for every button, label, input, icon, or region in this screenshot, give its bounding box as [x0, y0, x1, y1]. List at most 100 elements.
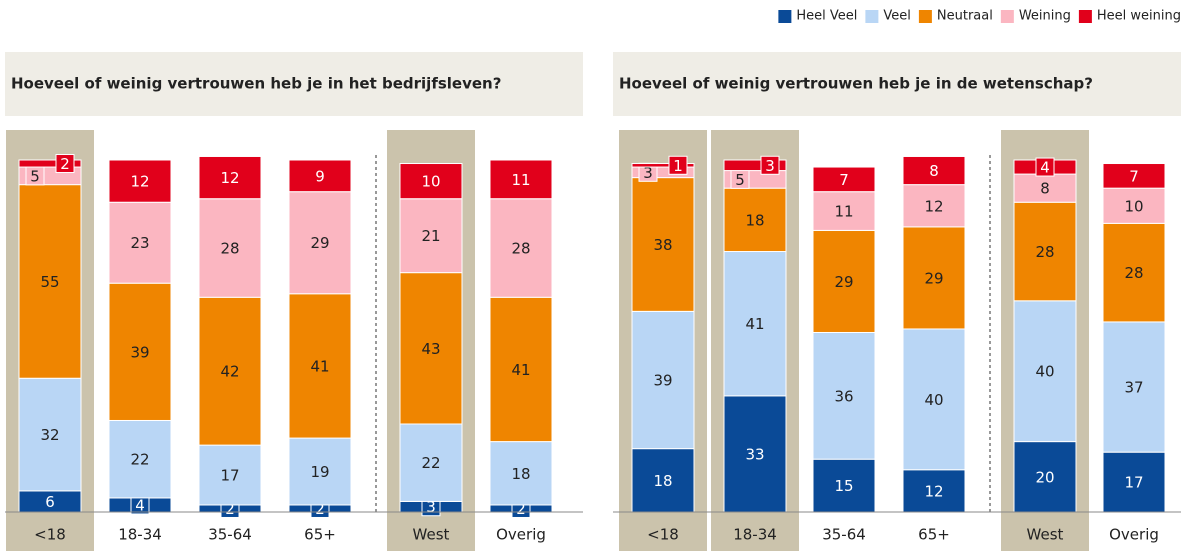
bar-segment: [812, 229, 876, 333]
chart-title: Hoeveel of weinig vertrouwen heb je in h…: [11, 75, 501, 93]
value-label: 36: [834, 387, 853, 405]
bar-segment: [723, 395, 787, 513]
x-tick-label: Overig: [1109, 526, 1159, 544]
value-label: 10: [421, 173, 440, 191]
x-tick-label: 18-34: [118, 526, 162, 544]
value-label: 2: [516, 500, 526, 518]
bar-segment: [812, 458, 876, 513]
legend-label: Heel Veel: [796, 9, 857, 24]
x-tick-label: West: [413, 526, 450, 544]
legend-swatch: [778, 10, 792, 23]
bar-segment: [1013, 201, 1077, 302]
bar-segment: [723, 187, 787, 253]
value-label-box: [1035, 157, 1055, 177]
bar-segment: [198, 444, 262, 506]
value-label: 10: [1124, 197, 1143, 215]
bar-segment: [1102, 187, 1166, 224]
value-label: 9: [315, 167, 325, 185]
value-label: 12: [924, 197, 943, 215]
bar-segment: [108, 159, 172, 203]
value-label: 7: [1129, 167, 1139, 185]
x-tick-label: 35-64: [208, 526, 252, 544]
title-bar: [5, 52, 583, 116]
value-label: 21: [421, 227, 440, 245]
bar-segment: [723, 251, 787, 397]
value-label: 12: [924, 482, 943, 500]
bar-segment: [489, 296, 553, 443]
value-label: 2: [60, 155, 70, 173]
bar-segment: [18, 184, 82, 379]
value-label: 33: [745, 445, 764, 463]
legend-label: Weining: [1019, 9, 1071, 24]
value-label: 28: [511, 240, 530, 258]
value-label: 2: [225, 500, 235, 518]
x-tick-label: West: [1027, 526, 1064, 544]
value-label: 28: [1035, 243, 1054, 261]
bar-segment: [631, 177, 695, 312]
value-label: 3: [643, 164, 653, 182]
bar-segment: [108, 419, 172, 499]
value-label: 19: [310, 463, 329, 481]
value-label: 43: [421, 340, 440, 358]
x-tick-label: <18: [647, 526, 679, 544]
x-tick-label: Overig: [496, 526, 546, 544]
legend-label: Neutraal: [937, 9, 993, 24]
legend-label: Veel: [883, 9, 911, 24]
bar-segment: [902, 469, 966, 513]
value-label: 42: [220, 363, 239, 381]
x-tick-label: <18: [34, 526, 66, 544]
bar-segment: [1102, 321, 1166, 453]
value-label: 29: [834, 273, 853, 291]
legend-label: Heel weining: [1097, 9, 1181, 24]
bar-segment: [489, 159, 553, 200]
bar-segment: [631, 310, 695, 450]
bar-segment: [1013, 173, 1077, 203]
value-label: 32: [40, 426, 59, 444]
bar-segment: [631, 163, 695, 168]
bar-segment: [902, 328, 966, 471]
bar-segment: [723, 159, 787, 172]
value-label: 41: [511, 361, 530, 379]
value-label: 29: [924, 269, 943, 287]
value-label: 3: [426, 498, 436, 516]
value-label: 22: [421, 454, 440, 472]
value-label: 20: [1035, 468, 1054, 486]
value-label: 40: [924, 391, 943, 409]
bar-segment: [288, 437, 352, 506]
bar-segment: [489, 198, 553, 298]
legend-swatch: [1000, 10, 1014, 23]
value-label: 40: [1035, 363, 1054, 381]
value-label: 23: [130, 234, 149, 252]
x-tick-label: 18-34: [733, 526, 777, 544]
value-label: 3: [765, 157, 775, 175]
value-label: 12: [130, 173, 149, 191]
value-label: 6: [45, 493, 55, 511]
bar-segment: [902, 155, 966, 186]
value-label: 11: [834, 203, 853, 221]
value-label-box: [55, 154, 75, 174]
value-label: 38: [653, 236, 672, 254]
value-label: 5: [735, 171, 745, 189]
value-label: 41: [745, 315, 764, 333]
bar-segment: [288, 159, 352, 193]
bar-segment: [288, 293, 352, 439]
bar-segment: [399, 272, 463, 425]
bar-segment: [489, 441, 553, 506]
bar-segment: [812, 331, 876, 460]
bar-segment: [812, 166, 876, 193]
value-label-box: [668, 155, 688, 175]
value-label: 39: [653, 372, 672, 390]
value-label: 29: [310, 234, 329, 252]
value-label: 4: [135, 496, 145, 514]
value-label: 28: [1124, 264, 1143, 282]
value-label: 17: [220, 467, 239, 485]
value-label: 41: [310, 357, 329, 375]
legend-swatch: [865, 10, 879, 23]
value-label: 4: [1040, 159, 1050, 177]
value-label: 5: [30, 167, 40, 185]
value-label: 15: [834, 477, 853, 495]
bar-segment: [902, 226, 966, 330]
value-label-box: [760, 155, 780, 175]
bar-segment: [1102, 451, 1166, 513]
bar-segment: [1102, 163, 1166, 189]
